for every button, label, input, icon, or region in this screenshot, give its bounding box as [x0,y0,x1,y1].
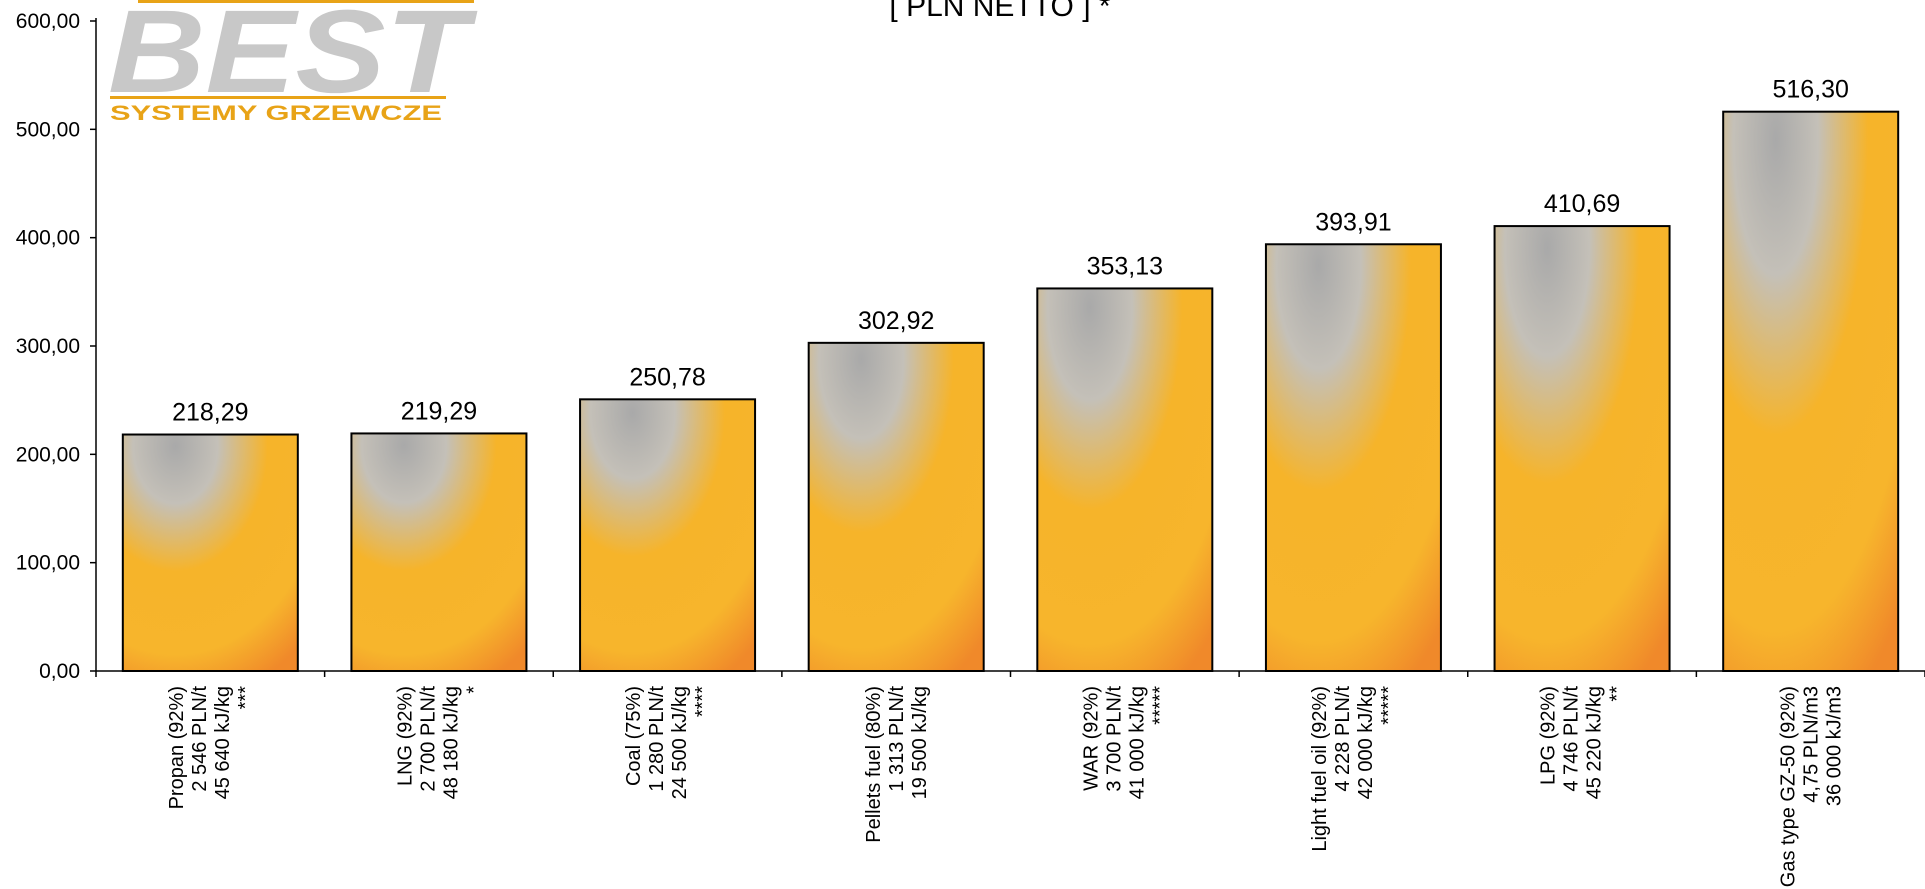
data-label: 516,30 [1772,76,1848,104]
category-label-line: 4 228 PLN/t [1332,686,1354,792]
category-label-line: 45 640 kJ/kg [212,686,234,799]
category-label-line: 36 000 kJ/m3 [1824,686,1846,806]
data-label: 219,29 [401,397,477,425]
category-label-line: 4,75 PLN/m3 [1801,686,1823,803]
category-label: Propan (92%) 2 546 PLN/t 45 640 kJ/kg *** [166,686,257,810]
bar [1264,243,1442,672]
y-tick-label: 100,00 [16,552,80,575]
category-label-line: 1 280 PLN/t [646,686,668,792]
category-label: Light fuel oil (92%) 4 228 PLN/t 42 000 kJ… [1309,686,1400,852]
chart-title: [ PLN NETTO ] * [889,0,1110,23]
bar [579,398,757,672]
bar [1722,110,1900,673]
category-label-line: LNG (92%) [394,686,416,786]
category-label-line: Propan (92%) [166,686,188,809]
data-label: 353,13 [1087,252,1163,280]
data-label: 410,69 [1544,190,1620,218]
data-label: 393,91 [1315,208,1391,236]
category-label-line: 2 546 PLN/t [189,686,211,792]
category-label: Pellets fuel (80%) 1 313 PLN/t 19 500 kJ/k… [863,686,931,843]
logo-tagline: SYSTEMY GRZEWCZE [110,102,442,125]
category-label-line: LPG (92%) [1538,686,1560,785]
category-label-line: Light fuel oil (92%) [1309,686,1331,852]
category-label-line: Coal (75%) [623,686,645,786]
y-tick-label: 600,00 [16,10,80,33]
data-label: 218,29 [172,399,248,427]
category-label-line: 2 700 PLN/t [417,686,439,792]
category-label-line: 1 313 PLN/t [886,686,908,792]
x-ticks [95,671,1925,677]
category-label-line: **** [692,686,714,717]
bar [121,433,299,672]
category-label: Gas type GZ-50 (92%) 4,75 PLN/m3 36 000 kJ… [1778,686,1846,887]
y-ticks: 0,00 100,00 200,00 300,00 400,00 500,00 600,00 [16,10,96,683]
category-label-line: 4 746 PLN/t [1561,686,1583,792]
category-label: LPG (92%) 4 746 PLN/t 45 220 kJ/kg ** [1538,686,1629,800]
category-label-line: WAR (92%) [1080,686,1102,791]
category-label-line: 42 000 kJ/kg [1355,686,1377,799]
category-label-line: 3 700 PLN/t [1103,686,1125,792]
category-label-line: 24 500 kJ/kg [669,686,691,799]
category-label-line: * [463,686,485,694]
category-label-line: 41 000 kJ/kg [1126,686,1148,799]
y-tick-label: 400,00 [16,227,80,250]
logo-wordmark: BEST [108,0,478,118]
y-tick-label: 200,00 [16,443,80,466]
category-label-line: *** [235,686,257,710]
bar [1036,287,1214,672]
logo: BEST SYSTEMY GRZEWCZE [108,0,478,125]
category-label-line: ***** [1149,686,1171,725]
data-label: 250,78 [629,363,705,391]
y-tick-label: 0,00 [39,660,80,683]
category-label-line: ** [1607,686,1629,702]
data-labels: 218,29 219,29 250,78 302,92 353,13 393,91 410,… [172,76,1849,427]
logo-top-rule [138,0,474,3]
category-label: LNG (92%) 2 700 PLN/t 48 180 kJ/kg * [394,686,485,800]
category-label-line: 48 180 kJ/kg [440,686,462,799]
category-label-line: 45 220 kJ/kg [1584,686,1606,799]
logo-rule [110,96,446,99]
bar [350,432,528,672]
category-labels: Propan (92%) 2 546 PLN/t 45 640 kJ/kg *** LN… [166,686,1846,888]
category-label-line: ***** [1378,686,1400,725]
category-label-line: 19 500 kJ/kg [909,686,931,799]
y-tick-label: 300,00 [16,335,80,358]
category-label-line: Gas type GZ-50 (92%) [1778,686,1800,887]
bar [807,341,985,672]
category-label: WAR (92%) 3 700 PLN/t 41 000 kJ/kg ***** [1080,686,1171,800]
category-label: Coal (75%) 1 280 PLN/t 24 500 kJ/kg **** [623,686,714,800]
bar [1493,225,1671,672]
bars [121,110,1900,673]
category-label-line: Pellets fuel (80%) [863,686,885,843]
y-tick-label: 500,00 [16,118,80,141]
data-label: 302,92 [858,307,934,335]
